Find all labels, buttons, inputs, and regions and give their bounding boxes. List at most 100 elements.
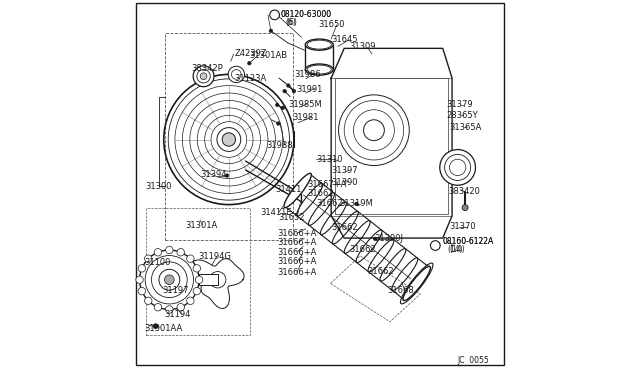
Text: 31985M: 31985M (289, 100, 322, 109)
Text: 31301AB: 31301AB (250, 51, 287, 60)
Circle shape (166, 306, 173, 313)
Circle shape (287, 84, 291, 87)
Circle shape (195, 276, 203, 283)
Text: 31650: 31650 (318, 20, 344, 29)
Text: B: B (433, 243, 438, 248)
Text: 31662: 31662 (331, 223, 358, 232)
Bar (335, 78, 449, 214)
Circle shape (193, 264, 200, 272)
Circle shape (270, 10, 280, 20)
Text: (6): (6) (287, 18, 298, 27)
Circle shape (283, 89, 287, 93)
Circle shape (193, 288, 200, 295)
Text: 31365A: 31365A (449, 123, 481, 132)
Circle shape (166, 246, 173, 254)
Text: 31411E: 31411E (260, 208, 292, 217)
Text: (14): (14) (447, 246, 463, 254)
Text: 28365Y: 28365Y (447, 111, 478, 120)
Circle shape (154, 248, 162, 256)
Text: 31667+A: 31667+A (307, 180, 346, 189)
Text: 31310: 31310 (316, 155, 343, 164)
Text: 31370: 31370 (449, 222, 476, 231)
Circle shape (164, 275, 174, 285)
Circle shape (373, 237, 377, 241)
Ellipse shape (305, 39, 333, 50)
Text: 31411: 31411 (275, 185, 301, 194)
Text: 31662: 31662 (367, 267, 394, 276)
Circle shape (145, 297, 152, 305)
Text: (6): (6) (286, 18, 297, 27)
Circle shape (154, 304, 162, 311)
Text: 38342P: 38342P (191, 64, 223, 73)
Text: 31123A: 31123A (234, 74, 267, 83)
Text: 31986: 31986 (294, 70, 321, 79)
Text: 31319M: 31319M (340, 199, 374, 208)
Text: 31662: 31662 (307, 189, 333, 198)
Text: 31301A: 31301A (186, 221, 218, 230)
Text: 383420: 383420 (449, 187, 480, 196)
Text: 08120-63000: 08120-63000 (281, 10, 332, 19)
Ellipse shape (403, 266, 431, 301)
Circle shape (222, 133, 236, 146)
Bar (146, 208, 250, 335)
Circle shape (276, 122, 280, 125)
Text: 31300: 31300 (145, 182, 172, 190)
Circle shape (138, 264, 145, 272)
Circle shape (177, 304, 184, 311)
Text: 08160-6122A: 08160-6122A (442, 237, 493, 246)
Circle shape (228, 66, 244, 83)
Text: 31390: 31390 (331, 178, 358, 187)
Text: 31301AA: 31301AA (145, 324, 182, 333)
Text: 31652: 31652 (278, 213, 305, 222)
Ellipse shape (305, 64, 333, 75)
Text: 31668: 31668 (387, 286, 413, 295)
Circle shape (187, 255, 194, 262)
Text: (14): (14) (449, 246, 465, 254)
Circle shape (248, 61, 251, 65)
Text: 08160-6122A: 08160-6122A (442, 237, 493, 246)
Text: 31194G: 31194G (198, 252, 231, 261)
Text: B: B (272, 12, 277, 18)
Circle shape (269, 29, 273, 33)
Text: 08120-63000: 08120-63000 (280, 10, 332, 19)
Text: 31100: 31100 (145, 258, 171, 267)
Circle shape (153, 324, 158, 329)
Circle shape (177, 248, 184, 256)
Circle shape (200, 73, 207, 80)
Circle shape (431, 241, 440, 250)
Circle shape (140, 250, 199, 310)
Text: JC  0055: JC 0055 (458, 356, 490, 365)
Circle shape (193, 66, 214, 87)
Text: 31662: 31662 (316, 199, 343, 208)
Circle shape (281, 106, 285, 110)
Text: 31666+A: 31666+A (277, 268, 317, 277)
Circle shape (145, 255, 152, 262)
Text: 31397: 31397 (331, 166, 358, 175)
Bar (199, 274, 218, 285)
Circle shape (138, 288, 145, 295)
Text: 31666+A: 31666+A (277, 229, 317, 238)
Text: 31662: 31662 (349, 245, 376, 254)
Text: 31991: 31991 (296, 85, 322, 94)
Text: 31988: 31988 (266, 141, 292, 150)
Circle shape (292, 89, 296, 93)
Text: Z4239Z: Z4239Z (234, 49, 267, 58)
Text: 31645: 31645 (331, 35, 358, 44)
Text: 31666+A: 31666+A (277, 248, 317, 257)
Circle shape (225, 174, 229, 177)
Text: 31194: 31194 (164, 310, 191, 319)
Text: 31666+A: 31666+A (277, 257, 317, 266)
Text: 31666+A: 31666+A (277, 238, 317, 247)
Circle shape (136, 276, 143, 283)
Circle shape (440, 150, 476, 185)
Text: 31981: 31981 (292, 113, 319, 122)
Text: 31390J: 31390J (374, 234, 403, 243)
Bar (165, 33, 293, 240)
Text: 31197: 31197 (162, 286, 188, 295)
Circle shape (355, 202, 358, 206)
Text: 31394: 31394 (200, 170, 227, 179)
Text: 31309: 31309 (349, 42, 376, 51)
Ellipse shape (284, 173, 312, 208)
Text: 31379: 31379 (447, 100, 473, 109)
Circle shape (275, 103, 279, 107)
